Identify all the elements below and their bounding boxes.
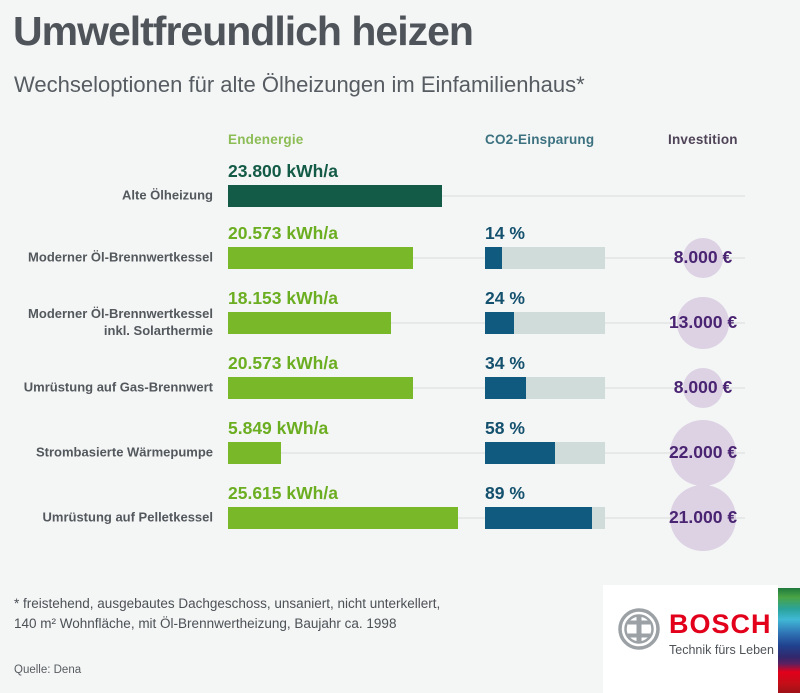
bosch-tagline: Technik fürs Leben [669, 643, 774, 657]
co2-bar [485, 312, 514, 334]
energy-bar [228, 442, 281, 464]
co2-bar [485, 247, 502, 269]
co2-bar [485, 442, 555, 464]
bosch-supergraphic-stripe [778, 588, 800, 693]
row-label: Umrüstung auf Gas-Brennwert [23, 379, 213, 395]
footnote: * freistehend, ausgebautes Dachgeschoss,… [14, 596, 441, 631]
chart-row-alte-oelheizung: Alte Ölheizung 23.800 kWh/a [0, 156, 800, 236]
energy-value: 20.573 kWh/a [228, 223, 338, 243]
chart-row-oel-brennwertkessel-solarthermie: Moderner Öl-Brennwertkessel inkl. Solart… [0, 283, 800, 363]
energy-value: 5.849 kWh/a [228, 418, 329, 438]
investment-circle [669, 419, 737, 487]
chart-row-waermepumpe: Strombasierte Wärmepumpe 5.849 kWh/a 58 … [0, 413, 800, 493]
chart-row-oel-brennwertkessel: Moderner Öl-Brennwertkessel 20.573 kWh/a… [0, 218, 800, 298]
chart-row-gas-brennwert: Umrüstung auf Gas-Brennwert 20.573 kWh/a… [0, 348, 800, 428]
co2-value: 34 % [485, 353, 525, 373]
bosch-wordmark: BOSCH [669, 609, 772, 639]
co2-bar [485, 377, 526, 399]
bosch-armature-icon [618, 608, 660, 650]
energy-bar [228, 507, 459, 529]
energy-bar [228, 312, 392, 334]
row-label: Moderner Öl-Brennwertkessel [28, 249, 213, 265]
energy-value: 20.573 kWh/a [228, 353, 338, 373]
page-title: Umweltfreundlich heizen [13, 8, 474, 54]
co2-value: 58 % [485, 418, 525, 438]
investment-circle [682, 367, 724, 409]
co2-value: 24 % [485, 288, 525, 308]
column-header-endenergie: Endenergie [228, 132, 304, 147]
energy-value: 25.615 kWh/a [228, 483, 338, 503]
investment-value: 8.000 € [673, 377, 733, 397]
investment-circle [677, 297, 729, 349]
co2-value: 14 % [485, 223, 525, 243]
investment-value: 21.000 € [668, 507, 738, 527]
energy-value: 23.800 kWh/a [228, 161, 338, 181]
row-label: Umrüstung auf Pelletkessel [42, 509, 214, 525]
investment-value: 8.000 € [673, 247, 733, 267]
row-label: Strombasierte Wärmepumpe [36, 444, 213, 460]
chart-row-pelletkessel: Umrüstung auf Pelletkessel 25.615 kWh/a … [0, 478, 800, 558]
row-label: Alte Ölheizung [122, 187, 213, 203]
row-track-line [228, 195, 745, 197]
source-credit: Quelle: Dena [14, 664, 82, 676]
energy-bar [228, 185, 442, 207]
column-header-co2-einsparung: CO2-Einsparung [485, 132, 595, 147]
page-subtitle: Wechseloptionen für alte Ölheizungen im … [14, 72, 585, 97]
row-label: Moderner Öl-Brennwertkessel inkl. Solart… [28, 306, 213, 338]
co2-bar [485, 507, 592, 529]
co2-track [485, 312, 605, 334]
co2-value: 89 % [485, 483, 525, 503]
investment-value: 13.000 € [668, 312, 738, 332]
energy-bar [228, 377, 413, 399]
energy-value: 18.153 kWh/a [228, 288, 338, 308]
investment-circle [670, 485, 736, 551]
energy-bar [228, 247, 413, 269]
column-header-investition: Investition [668, 132, 738, 147]
investment-circle [682, 237, 724, 279]
investment-value: 22.000 € [668, 442, 738, 462]
co2-track [485, 247, 605, 269]
bosch-logo: BOSCH Technik fürs Leben [603, 585, 778, 693]
